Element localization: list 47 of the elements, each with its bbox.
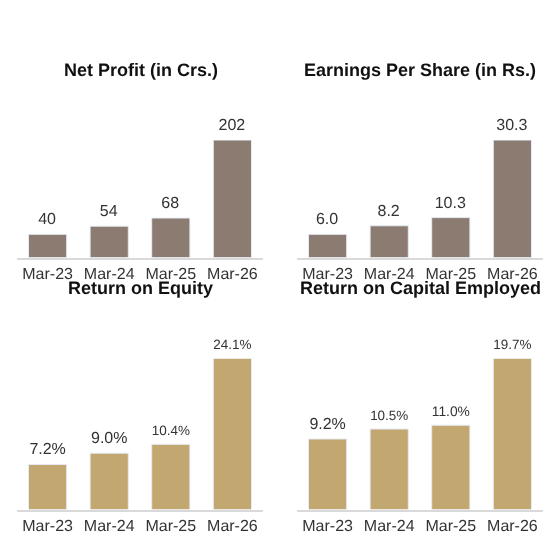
bar	[369, 428, 409, 510]
x-tick-label: Mar-25	[425, 516, 478, 535]
bar	[431, 424, 471, 510]
x-tick-label: Mar-24	[363, 516, 416, 535]
x-tick-label: Mar-24	[83, 264, 136, 283]
data-label: 8.2	[377, 201, 401, 220]
bar	[308, 438, 348, 510]
bar	[431, 217, 471, 258]
bar	[212, 358, 252, 510]
bar	[369, 225, 409, 258]
data-label: 202	[218, 116, 247, 134]
chart-title: Earnings Per Share (in Rs.)	[304, 60, 537, 80]
bar	[151, 217, 191, 258]
data-label: 10.3	[434, 193, 467, 212]
bar	[151, 443, 191, 510]
x-tick-label: Mar-23	[302, 516, 355, 535]
x-tick-label: Mar-26	[207, 516, 259, 535]
data-label: 54	[99, 202, 119, 221]
x-tick-label: Mar-26	[487, 516, 539, 535]
bar	[28, 463, 68, 510]
chart-title: Return on Capital Employed	[300, 278, 542, 298]
bar	[212, 140, 252, 258]
bar	[492, 140, 532, 258]
x-tick-label: Mar-26	[487, 264, 539, 283]
x-tick-label: Mar-25	[425, 264, 478, 283]
data-label: 6.0	[315, 210, 340, 229]
bar	[89, 452, 129, 510]
data-label: 7.2%	[29, 440, 66, 459]
bar	[308, 233, 348, 258]
x-tick-label: Mar-23	[22, 264, 75, 283]
data-label: 40	[38, 210, 58, 229]
x-tick-label: Mar-24	[83, 516, 136, 535]
data-label: 68	[161, 194, 181, 213]
x-tick-label: Mar-25	[145, 264, 198, 283]
bar	[492, 358, 532, 510]
data-label: 9.2%	[309, 414, 346, 433]
bar	[89, 225, 129, 258]
x-tick-label: Mar-23	[302, 264, 355, 283]
data-label: 30.3	[496, 116, 529, 134]
bar	[28, 233, 68, 258]
x-tick-label: Mar-25	[145, 516, 198, 535]
x-tick-label: Mar-26	[207, 264, 259, 283]
chart-title: Return on Equity	[68, 278, 213, 298]
x-tick-label: Mar-23	[22, 516, 75, 535]
data-label: 9.0%	[90, 429, 128, 448]
chart-title: Net Profit (in Crs.)	[64, 60, 219, 80]
x-tick-label: Mar-24	[363, 264, 416, 283]
